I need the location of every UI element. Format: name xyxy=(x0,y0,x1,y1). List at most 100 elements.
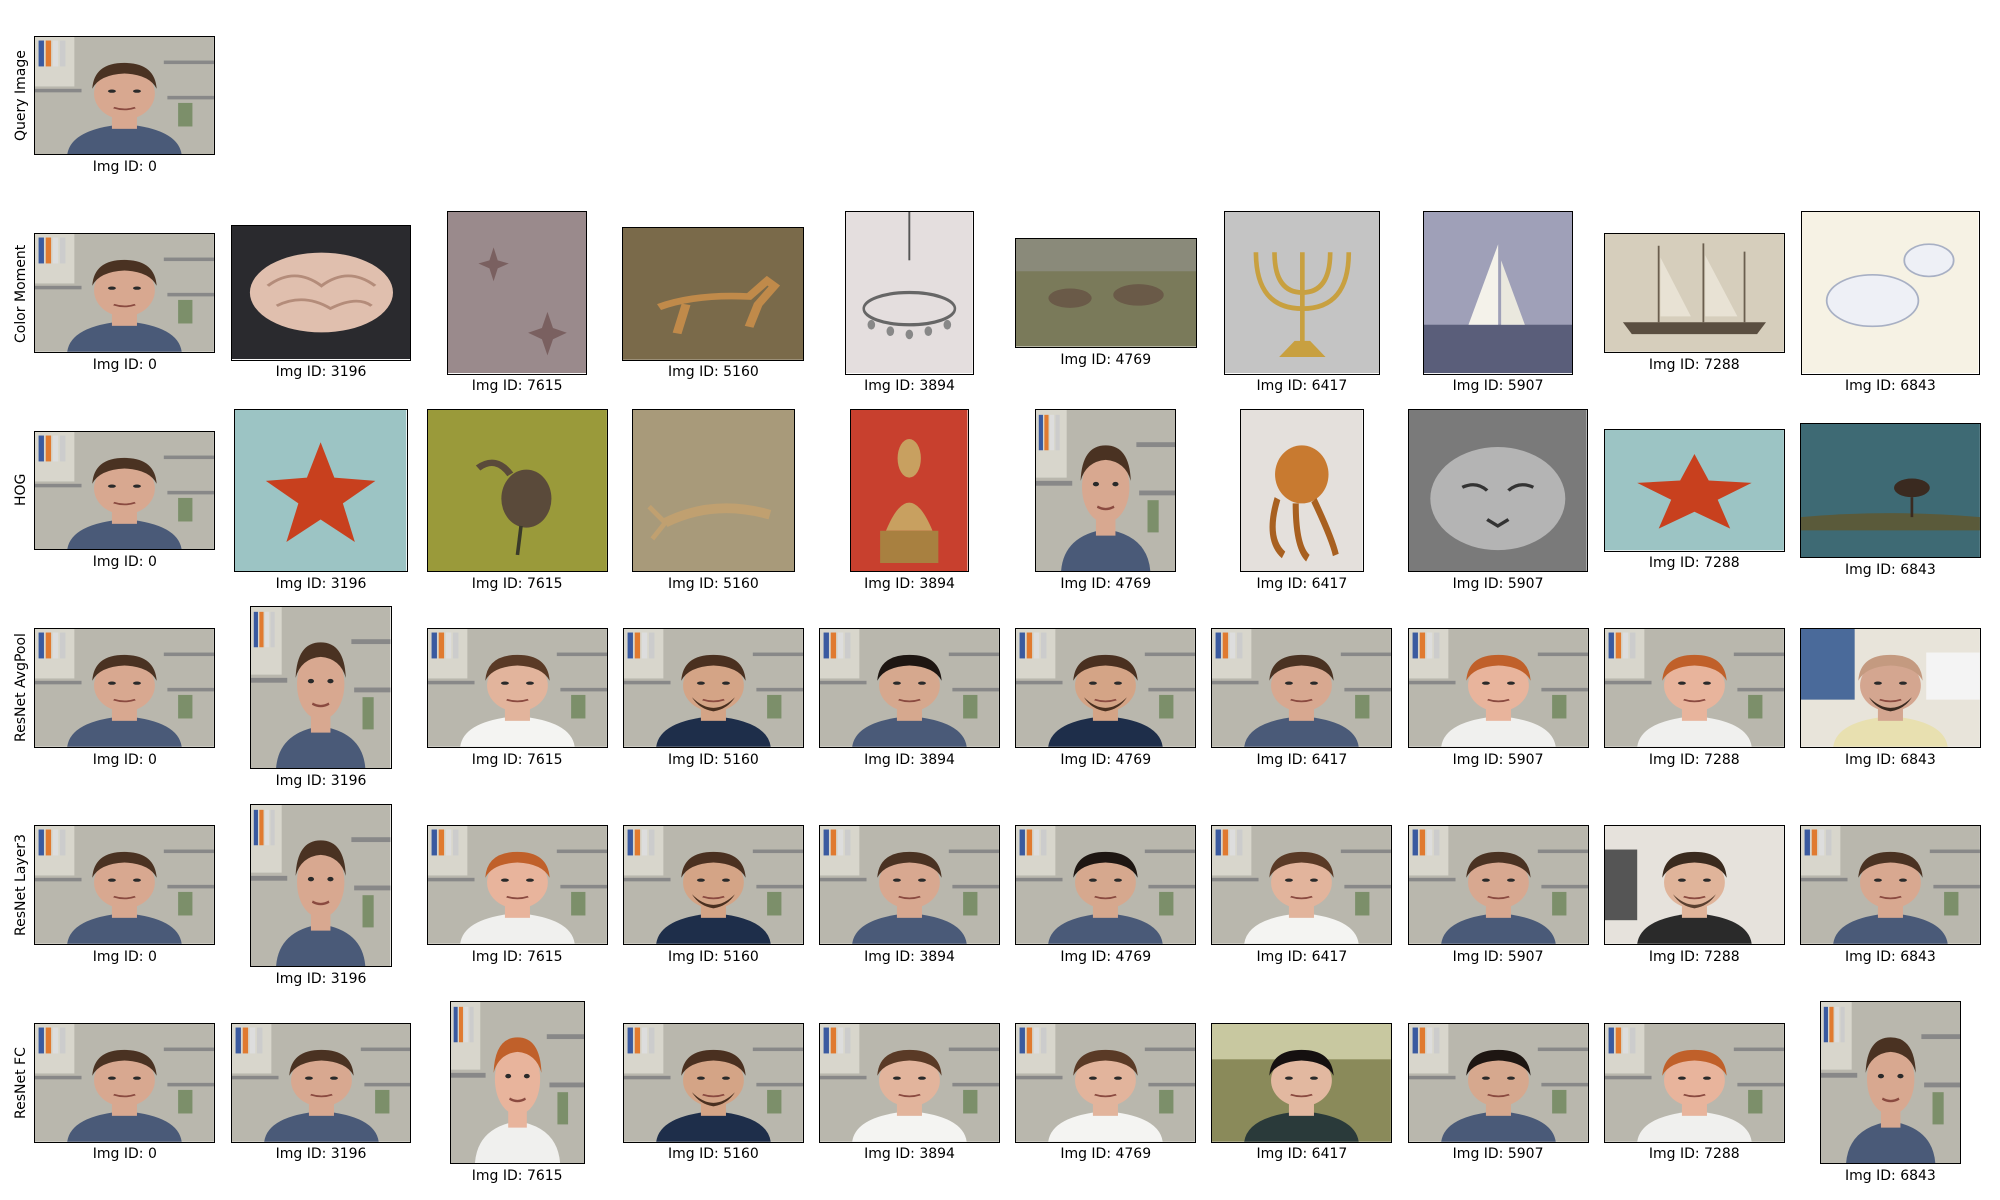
image-id-caption: Img ID: 3894 xyxy=(864,378,955,395)
result-thumbnail[interactable] xyxy=(1407,628,1589,748)
result-thumbnail[interactable] xyxy=(34,430,216,551)
result-thumbnail[interactable] xyxy=(1801,211,1980,375)
result-thumbnail[interactable] xyxy=(34,628,216,748)
result-thumbnail[interactable] xyxy=(1015,628,1197,748)
image-id-caption: Img ID: 5160 xyxy=(667,1146,759,1163)
red-hair-face-icon xyxy=(1604,1023,1784,1142)
result-thumbnail[interactable] xyxy=(622,628,804,748)
result-thumbnail[interactable] xyxy=(230,225,412,361)
result-thumbnail[interactable] xyxy=(622,226,805,361)
result-thumbnail[interactable] xyxy=(1211,825,1393,946)
result-thumbnail[interactable] xyxy=(426,628,608,748)
result-thumbnail[interactable] xyxy=(1603,628,1785,748)
image-id-caption: Img ID: 6417 xyxy=(1256,575,1348,592)
result-thumbnail[interactable] xyxy=(1035,408,1177,572)
result-thumbnail[interactable] xyxy=(1211,1022,1393,1143)
image-id-caption: Img ID: 7615 xyxy=(471,1168,563,1185)
bearded-face-icon xyxy=(623,826,803,945)
ibis-bird-icon xyxy=(427,409,607,571)
red-hair-face-icon xyxy=(450,1002,584,1164)
image-id-caption: Img ID: 3196 xyxy=(275,970,367,987)
chandelier-icon xyxy=(846,212,973,374)
image-id-caption: Img ID: 7288 xyxy=(1648,356,1740,373)
office-man-face-icon xyxy=(251,804,391,966)
result-thumbnail[interactable] xyxy=(845,211,974,375)
result-thumbnail[interactable] xyxy=(34,233,216,353)
image-id-caption: Img ID: 0 xyxy=(92,949,157,966)
result-thumbnail[interactable] xyxy=(1422,211,1574,375)
octopus-icon xyxy=(1241,409,1363,571)
cat-face-icon xyxy=(1409,409,1587,571)
result-thumbnail[interactable] xyxy=(426,408,608,572)
row-label: ResNet Layer3 xyxy=(12,834,29,937)
result-thumbnail[interactable] xyxy=(34,1022,216,1143)
result-thumbnail[interactable] xyxy=(1819,1001,1962,1165)
result-thumbnail[interactable] xyxy=(1603,1022,1785,1143)
result-thumbnail[interactable] xyxy=(234,408,408,572)
gazelle-icon xyxy=(623,227,804,360)
result-thumbnail[interactable] xyxy=(1603,825,1785,946)
result-thumbnail[interactable] xyxy=(622,825,804,946)
office-face-icon xyxy=(820,1023,999,1142)
image-id-caption: Img ID: 6843 xyxy=(1845,1168,1936,1185)
image-id-caption: Img ID: 6417 xyxy=(1256,378,1348,395)
image-id-caption: Img ID: 6417 xyxy=(1256,949,1348,966)
office-man-face-icon xyxy=(35,36,215,155)
result-thumbnail[interactable] xyxy=(1800,422,1981,558)
result-thumbnail[interactable] xyxy=(819,825,1000,946)
result-thumbnail[interactable] xyxy=(250,606,392,770)
result-thumbnail[interactable] xyxy=(34,35,216,156)
image-id-caption: Img ID: 3894 xyxy=(864,751,955,768)
starfish-on-sand-icon xyxy=(448,212,587,374)
result-thumbnail[interactable] xyxy=(631,408,795,572)
image-id-caption: Img ID: 7615 xyxy=(471,949,563,966)
red-hair-face-icon xyxy=(427,826,607,945)
buddha-statue-icon xyxy=(851,409,968,571)
result-thumbnail[interactable] xyxy=(1014,238,1197,348)
result-thumbnail[interactable] xyxy=(1240,408,1364,572)
red-starfish-icon xyxy=(1604,430,1784,551)
bearded-face-icon xyxy=(623,629,803,747)
office-man-face-icon xyxy=(35,1023,215,1142)
emus-icon xyxy=(1015,239,1196,347)
image-id-caption: Img ID: 7288 xyxy=(1648,751,1740,768)
result-thumbnail[interactable] xyxy=(34,825,216,946)
result-thumbnail[interactable] xyxy=(1015,825,1197,946)
result-thumbnail[interactable] xyxy=(1407,1022,1589,1143)
long-hair-face-icon xyxy=(1604,826,1784,945)
result-thumbnail[interactable] xyxy=(447,211,588,375)
image-id-caption: Img ID: 4769 xyxy=(1060,751,1152,768)
result-thumbnail[interactable] xyxy=(819,628,1000,748)
image-id-caption: Img ID: 3196 xyxy=(275,364,367,381)
image-id-caption: Img ID: 5907 xyxy=(1452,378,1544,395)
result-thumbnail[interactable] xyxy=(230,1022,412,1143)
result-thumbnail[interactable] xyxy=(1015,1022,1197,1143)
result-thumbnail[interactable] xyxy=(1408,408,1588,572)
row-label: Color Moment xyxy=(12,245,29,344)
result-thumbnail[interactable] xyxy=(426,825,608,946)
dark-hair-face-icon xyxy=(1408,1023,1588,1142)
result-thumbnail[interactable] xyxy=(1800,825,1981,946)
sailboat-icon xyxy=(1423,212,1573,374)
office-face-icon xyxy=(427,629,607,747)
result-thumbnail[interactable] xyxy=(1800,628,1981,748)
result-thumbnail[interactable] xyxy=(819,1022,1000,1143)
red-hair-face-icon xyxy=(1604,629,1784,747)
office-man-face-icon xyxy=(35,431,215,550)
result-thumbnail[interactable] xyxy=(1223,211,1381,375)
row-label: ResNet FC xyxy=(12,1046,29,1119)
result-thumbnail[interactable] xyxy=(850,408,969,572)
image-id-caption: Img ID: 5907 xyxy=(1452,575,1544,592)
result-thumbnail[interactable] xyxy=(1407,825,1589,946)
result-thumbnail[interactable] xyxy=(1603,429,1785,552)
image-id-caption: Img ID: 3196 xyxy=(275,773,367,790)
image-id-caption: Img ID: 5907 xyxy=(1452,949,1544,966)
result-thumbnail[interactable] xyxy=(1211,628,1393,748)
image-id-caption: Img ID: 6417 xyxy=(1256,1146,1348,1163)
result-thumbnail[interactable] xyxy=(449,1001,585,1165)
image-id-caption: Img ID: 6417 xyxy=(1256,751,1348,768)
result-thumbnail[interactable] xyxy=(622,1022,804,1143)
result-thumbnail[interactable] xyxy=(1603,233,1785,353)
result-thumbnail[interactable] xyxy=(250,803,392,967)
red-starfish-icon xyxy=(235,409,407,571)
